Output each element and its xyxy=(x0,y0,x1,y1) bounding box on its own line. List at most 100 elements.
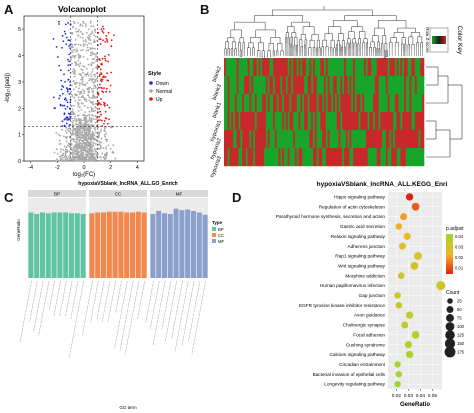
heatmap-cell xyxy=(338,76,341,95)
volcano-point xyxy=(101,152,104,155)
heatmap-cell xyxy=(344,148,347,167)
heatmap-cell xyxy=(416,58,419,77)
heatmap-cell xyxy=(291,58,294,77)
heatmap-cell xyxy=(329,76,332,95)
volcano-point xyxy=(75,133,78,135)
volcano-point xyxy=(92,41,95,44)
volcano-point xyxy=(92,100,94,103)
volcano-point xyxy=(65,43,68,46)
heatmap-cell xyxy=(354,112,358,131)
volcano-point xyxy=(82,124,85,127)
volcano-point xyxy=(71,45,73,48)
volcano-point xyxy=(63,135,65,138)
volcano-point xyxy=(82,134,85,137)
volcano-point xyxy=(93,61,95,64)
heatmap-cell xyxy=(325,148,328,167)
heatmap-cell xyxy=(402,94,405,113)
heatmap-cell xyxy=(273,112,276,131)
volcano-point xyxy=(91,30,94,33)
heatmap-cell xyxy=(411,130,414,149)
heatmap-cell xyxy=(349,130,352,149)
volcano-point xyxy=(102,147,105,150)
volcano-point xyxy=(58,143,61,145)
heatmap-cell xyxy=(389,130,392,149)
heatmap-cell xyxy=(233,148,236,167)
volcano-point xyxy=(84,39,87,41)
heatmap-cell xyxy=(369,112,372,131)
volcano-point xyxy=(71,95,74,97)
volcano-point xyxy=(76,50,79,52)
heatmap-cell xyxy=(300,76,303,95)
volcano-point xyxy=(72,104,75,107)
volcano-y-label: -log₁₀(padj) xyxy=(5,73,11,103)
volcano-point xyxy=(88,129,91,132)
volcano-point xyxy=(103,101,105,104)
volcano-point xyxy=(82,65,84,67)
volcano-point xyxy=(62,156,64,159)
heatmap-cell xyxy=(253,94,256,113)
volcano-point xyxy=(64,154,67,157)
heatmap-cell xyxy=(382,148,385,167)
volcano-point xyxy=(62,154,64,157)
volcano-point xyxy=(68,159,70,162)
volcano-point xyxy=(91,145,93,148)
heatmap-cell xyxy=(282,112,285,131)
volcano-point xyxy=(82,56,85,58)
volcano-point xyxy=(68,150,71,153)
volcano-point xyxy=(87,124,90,127)
kegg-pathway-label: Longevity regulating pathway xyxy=(324,382,385,387)
heatmap-cell xyxy=(324,148,327,167)
heatmap-cell xyxy=(351,76,354,95)
heatmap-cell xyxy=(371,76,374,95)
volcano-point xyxy=(101,119,103,122)
heatmap-row-label: blank3 xyxy=(212,84,223,101)
volcano-point xyxy=(64,136,67,139)
heatmap-cell xyxy=(314,76,318,95)
heatmap-row-labels: blank2blank3blank1hypoxia1hypoxia2hypoxi… xyxy=(210,66,223,179)
heatmap-cell xyxy=(225,148,228,167)
heatmap-cell xyxy=(320,94,323,113)
heatmap-cell xyxy=(305,130,308,149)
volcano-point xyxy=(80,90,83,93)
heatmap-cell xyxy=(296,58,299,77)
volcano-point xyxy=(59,151,62,153)
heatmap-cell xyxy=(298,94,301,113)
heatmap-cell xyxy=(284,58,287,77)
heatmap-cell xyxy=(309,58,312,77)
heatmap-cell xyxy=(409,112,412,131)
go-bar xyxy=(185,209,191,278)
volcano-point xyxy=(70,142,73,145)
volcano-point xyxy=(69,142,71,145)
volcano-point xyxy=(72,68,75,71)
volcano-point xyxy=(62,159,65,162)
volcano-point xyxy=(94,75,96,78)
heatmap-cell xyxy=(380,94,383,113)
volcano-point xyxy=(90,160,93,162)
heatmap-cell xyxy=(345,94,348,113)
kegg-dot xyxy=(411,330,420,339)
volcano-point xyxy=(104,76,107,78)
volcano-point xyxy=(89,20,92,23)
volcano-point xyxy=(78,154,81,157)
go-term-label xyxy=(181,280,195,346)
volcano-point xyxy=(81,119,83,122)
kegg-pathway-label: Hippo signaling pathway xyxy=(334,195,385,200)
volcano-point xyxy=(71,154,74,156)
volcano-point xyxy=(99,119,101,121)
heatmap-cell xyxy=(229,148,232,167)
heatmap-cell xyxy=(265,94,268,113)
heatmap-cell xyxy=(318,58,321,77)
kegg-pathway-label: Wnt signaling pathway xyxy=(338,263,386,268)
heatmap-cell xyxy=(262,76,265,95)
volcano-point xyxy=(59,134,62,137)
go-legend-mf: MF xyxy=(218,239,224,244)
volcano-point xyxy=(83,158,85,160)
heatmap-cell xyxy=(244,58,247,77)
heatmap-cell xyxy=(418,148,421,167)
volcano-point xyxy=(78,92,81,95)
color-key-subtitle: Row Z-score xyxy=(425,27,430,53)
heatmap-cell xyxy=(291,112,294,131)
volcano-point xyxy=(66,158,69,160)
volcano-point xyxy=(95,143,97,145)
go-term-label xyxy=(152,280,166,346)
